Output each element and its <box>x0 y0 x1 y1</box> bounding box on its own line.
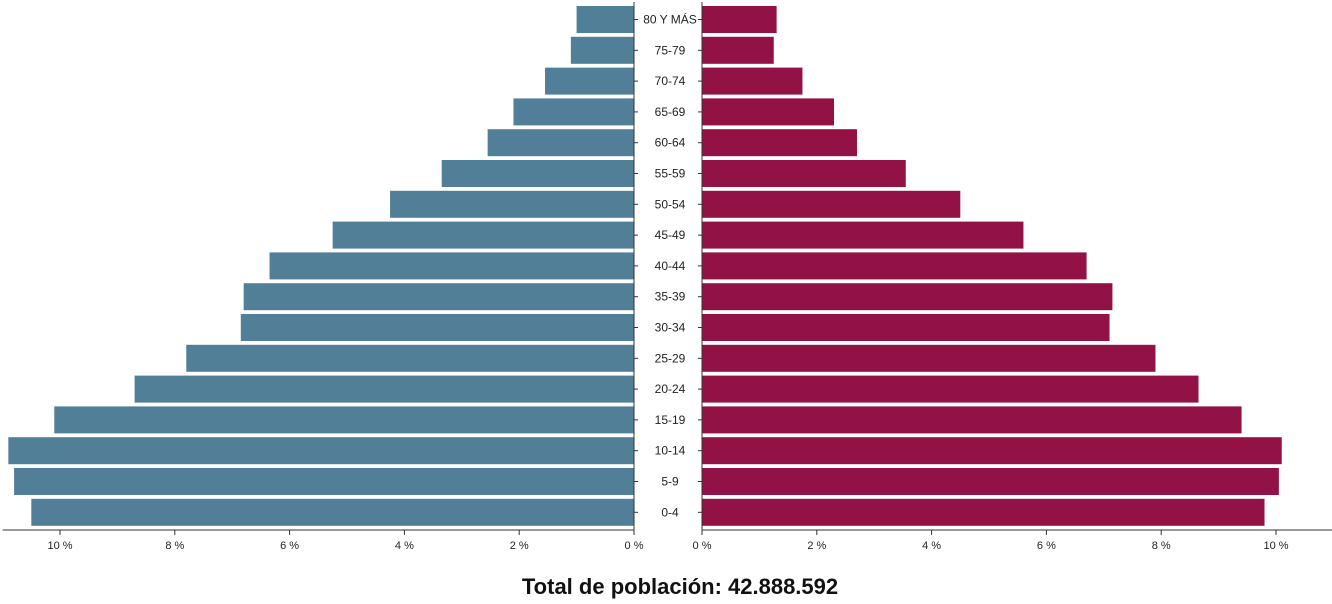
bar-left-5 <box>441 160 634 187</box>
bar-left-4 <box>487 129 634 157</box>
bar-left-0 <box>576 6 634 33</box>
bar-right-13 <box>702 406 1242 434</box>
left-bars-group <box>8 6 635 526</box>
x-tick-label-right-1: 2 % <box>807 540 826 552</box>
bar-left-7 <box>332 221 634 249</box>
bar-left-1 <box>570 36 634 64</box>
age-group-label-0: 80 Y MÁS <box>643 12 697 27</box>
age-labels-group: 80 Y MÁS 75-79 70-74 65-69 60-64 55-59 50-54 45… <box>634 12 702 519</box>
x-tick-label-left-4: 8 % <box>165 540 184 552</box>
bar-right-8 <box>702 252 1087 280</box>
bar-right-14 <box>702 437 1282 465</box>
age-group-label-4: 60-64 <box>655 136 686 150</box>
bar-right-15 <box>702 468 1279 495</box>
x-tick-label-right-4: 8 % <box>1152 540 1171 552</box>
bar-left-13 <box>54 406 634 434</box>
x-tick-label-left-1: 2 % <box>510 540 529 552</box>
x-tick-label-left-0: 0 % <box>625 540 644 552</box>
age-group-label-3: 65-69 <box>655 105 686 119</box>
bar-right-0 <box>702 6 777 33</box>
bar-right-7 <box>702 221 1024 249</box>
age-group-label-11: 25-29 <box>655 351 686 365</box>
bar-left-6 <box>390 190 634 218</box>
bar-left-2 <box>545 67 634 95</box>
bar-right-12 <box>702 375 1199 403</box>
age-group-label-2: 70-74 <box>655 74 686 88</box>
bar-left-9 <box>243 283 634 311</box>
bar-left-15 <box>14 468 634 495</box>
bar-left-8 <box>269 252 634 280</box>
right-bars-group <box>702 6 1282 526</box>
bar-right-5 <box>702 160 906 187</box>
x-tick-label-left-5: 10 % <box>47 540 72 552</box>
bar-right-10 <box>702 314 1110 341</box>
bar-left-16 <box>31 498 635 526</box>
age-group-label-16: 0-4 <box>661 505 679 519</box>
age-group-label-7: 45-49 <box>655 228 686 242</box>
bar-left-14 <box>8 437 634 465</box>
age-group-label-9: 35-39 <box>655 290 686 304</box>
bar-right-9 <box>702 283 1113 311</box>
age-group-label-6: 50-54 <box>655 197 686 211</box>
x-tick-label-right-0: 0 % <box>693 540 712 552</box>
bar-right-6 <box>702 190 961 218</box>
age-group-label-1: 75-79 <box>655 43 686 57</box>
bar-left-3 <box>513 98 634 126</box>
bar-left-12 <box>134 375 634 403</box>
age-group-label-13: 15-19 <box>655 413 686 427</box>
x-tick-label-right-5: 10 % <box>1263 540 1288 552</box>
bar-right-1 <box>702 36 774 64</box>
age-group-label-8: 40-44 <box>655 259 686 273</box>
axes-group: 0 % 0 % 2 % 2 % 4 % 4 % 6 % 6 % 8 % 8 % 10 % 10 % <box>2 2 1332 552</box>
age-group-label-15: 5-9 <box>661 475 679 489</box>
total-population-label: Total de población: 42.888.592 <box>522 574 838 599</box>
x-tick-label-left-3: 6 % <box>280 540 299 552</box>
age-group-label-12: 20-24 <box>655 382 686 396</box>
bar-left-10 <box>240 314 634 341</box>
bar-right-4 <box>702 129 857 157</box>
bar-right-11 <box>702 344 1156 372</box>
bar-right-16 <box>702 498 1265 526</box>
age-group-label-5: 55-59 <box>655 167 686 181</box>
x-tick-label-right-3: 6 % <box>1037 540 1056 552</box>
x-tick-label-right-2: 4 % <box>922 540 941 552</box>
bar-right-3 <box>702 98 835 126</box>
bar-left-11 <box>186 344 634 372</box>
bar-right-2 <box>702 67 803 95</box>
x-tick-label-left-2: 4 % <box>395 540 414 552</box>
age-group-label-14: 10-14 <box>655 444 686 458</box>
age-group-label-10: 30-34 <box>655 321 686 335</box>
